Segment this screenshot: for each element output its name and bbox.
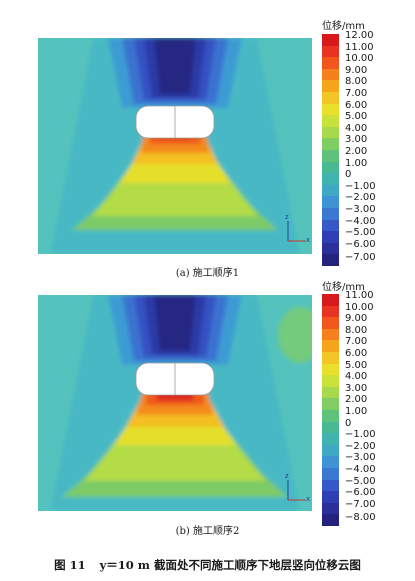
colorbar-tick-label-a: 12.00 [345,30,374,41]
colorbar-tick-label-b: 8.00 [345,324,368,336]
colorbar-segment-a [322,103,339,116]
colorbar-segment-a [322,138,339,150]
colorbar-segment-a [322,196,339,208]
colorbar-tick-label-a: 5.00 [345,111,368,123]
colorbar-segment-b [322,467,339,480]
colorbar-tick-label-a: 8.00 [345,76,368,88]
colorbar-segment-a [322,231,339,243]
colorbar-tick-label-b: −5.00 [345,475,376,487]
colorbar-tick-label-a: 0 [345,169,352,181]
colorbar-segment-b [322,386,339,399]
colorbar-tick-label-b: 4.00 [345,371,368,383]
axis-z-label-a: z [285,213,289,221]
colorbar-unit-b: 位移/mm [322,282,365,293]
colorbar-segment-a [322,68,339,81]
colorbar-tick-label-b: −4.00 [345,464,376,475]
colorbar-tick-label-a: 3.00 [345,134,368,146]
colorbar-tick-label-a: −7.00 [345,252,376,264]
colorbar-segment-b [322,502,339,515]
colorbar-segment-a [322,254,339,266]
colorbar-segment-b [322,317,339,329]
colorbar-tick-label-b: 1.00 [345,406,368,417]
colorbar-tick-label-b: −6.00 [345,487,376,499]
colorbar-tick-label-a: 10.00 [345,53,374,65]
colorbar-tick-label-b: 0 [345,417,352,429]
colorbar-tick-label-b: 2.00 [345,394,368,406]
colorbar-segment-a [322,184,339,197]
colorbar-segment-a [322,161,339,174]
axes-triad-b: z x [282,472,312,506]
colorbar-tick-label-a: −6.00 [345,238,376,250]
colorbar-segment-b [322,479,339,492]
contour-plot-a [38,38,312,254]
figure-caption-text: y＝10 m 截面处不同施工顺序下地层竖向位移云图 [99,558,361,572]
colorbar-segment-a [322,219,339,232]
colorbar-segment-a [322,126,339,139]
colorbar-tick-label-b: 10.00 [345,301,374,313]
colorbar-tick-label-a: −1.00 [345,180,376,192]
colorbar-segment-a [322,91,339,104]
axes-triad-a: z x [282,213,312,247]
colorbar-segment-a [322,34,339,46]
colorbar-segment-b [322,351,339,364]
colorbar-tick-label-a: −2.00 [345,192,376,204]
colorbar-segment-b [322,514,339,526]
colorbar-segment-a [322,115,339,127]
colorbar-segment-a [322,207,339,220]
colorbar-tick-label-b: 7.00 [345,336,368,348]
subcaption-b: (b) 施工顺序2 [175,526,240,537]
colorbar-tick-label-a: −4.00 [345,215,376,227]
colorbar-tick-label-b: −2.00 [345,440,376,452]
colorbar-tick-label-a: 7.00 [345,88,368,99]
colorbar-b [322,294,339,526]
colorbar-tick-label-a: −3.00 [345,204,376,215]
colorbar-segment-b [322,294,339,306]
colorbar-segment-b [322,456,339,468]
figure-caption: 图 11 y＝10 m 截面处不同施工顺序下地层竖向位移云图 [0,557,415,573]
colorbar-segment-b [322,444,339,457]
colorbar-tick-label-a: 1.00 [345,157,368,169]
colorbar-tick-label-a: 9.00 [345,64,368,76]
colorbar-tick-label-a: −5.00 [345,227,376,239]
colorbar-tick-label-b: 3.00 [345,382,368,394]
colorbar-tick-label-b: 11.00 [345,290,374,301]
colorbar-segment-b [322,421,339,434]
colorbar-tick-label-b: −8.00 [345,512,376,524]
colorbar-segment-a [322,45,339,58]
colorbar-segment-b [322,433,339,445]
colorbar-segment-b [322,363,339,376]
colorbar-segment-b [322,409,339,422]
colorbar-tick-label-b: 6.00 [345,348,368,359]
axis-z-label-b: z [285,472,289,480]
colorbar-tick-label-b: −1.00 [345,429,376,441]
colorbar-tick-label-a: 6.00 [345,99,368,111]
colorbar-tick-label-b: 5.00 [345,359,368,371]
colorbar-tick-label-b: −7.00 [345,498,376,510]
colorbar-tick-label-a: 2.00 [345,146,368,157]
colorbar-tick-label-a: 11.00 [345,41,374,53]
axis-x-label-a: x [306,236,311,244]
colorbar-segment-b [322,375,339,387]
colorbar-a [322,34,339,266]
colorbar-segment-b [322,340,339,352]
colorbar-tick-label-b: 9.00 [345,313,368,325]
axis-x-label-b: x [306,495,311,503]
colorbar-unit-a: 位移/mm [322,21,365,32]
colorbar-tick-label-a: 4.00 [345,122,368,134]
colorbar-segment-a [322,149,339,162]
colorbar-segment-b [322,305,339,318]
colorbar-segment-a [322,173,339,185]
colorbar-segment-b [322,398,339,410]
subcaption-a: (a) 施工顺序1 [175,268,240,279]
colorbar-tick-label-b: −3.00 [345,452,376,464]
contour-plot-b [38,295,312,511]
figure-number: 图 11 [54,558,86,572]
colorbar-segment-b [322,491,339,503]
colorbar-segment-a [322,80,339,92]
colorbar-segment-a [322,57,339,69]
colorbar-segment-a [322,242,339,255]
colorbar-segment-b [322,328,339,341]
